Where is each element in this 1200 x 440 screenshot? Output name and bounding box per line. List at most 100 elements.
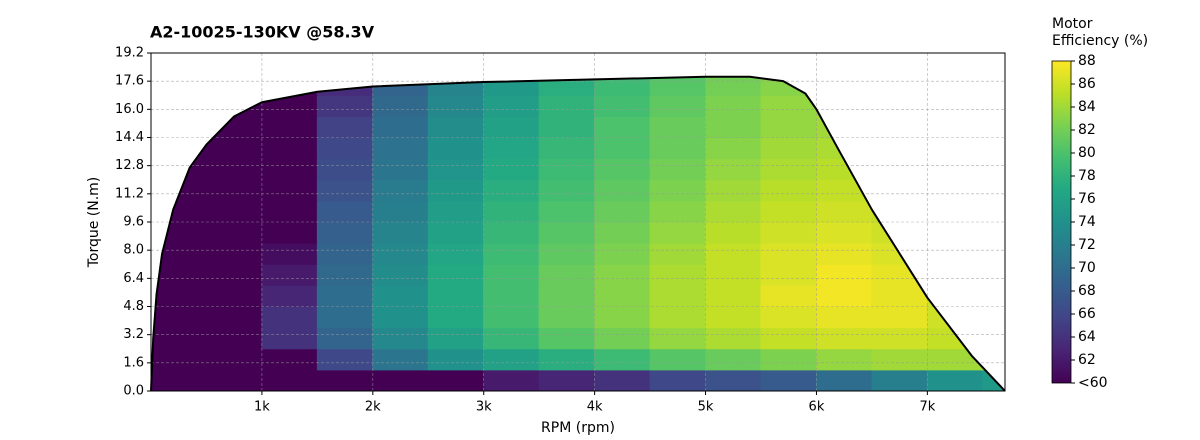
- heat-cell: [372, 263, 429, 286]
- heat-cell: [427, 284, 485, 307]
- heat-cell: [261, 200, 318, 223]
- heat-cell: [316, 348, 374, 371]
- heat-cell: [151, 76, 207, 96]
- heat-cell: [649, 158, 707, 181]
- heat-cell: [427, 369, 485, 391]
- heat-cell: [982, 137, 1005, 160]
- heat-cell: [760, 158, 817, 181]
- heat-cell: [594, 53, 650, 75]
- heat-cell: [427, 200, 485, 223]
- heat-cell: [205, 263, 263, 286]
- heat-cell: [649, 306, 707, 329]
- heat-cell: [705, 179, 762, 202]
- heat-cell: [205, 284, 263, 307]
- heat-cell: [428, 53, 484, 75]
- colorbar-tick-label: 80: [1078, 145, 1096, 161]
- heat-cell: [483, 306, 540, 329]
- heat-cell: [705, 137, 762, 160]
- heat-cell: [649, 137, 707, 160]
- x-tick-label: 3k: [476, 400, 492, 415]
- heat-cell: [538, 200, 596, 223]
- heat-cell: [816, 53, 872, 75]
- colorbar-tick-label: 76: [1078, 191, 1096, 207]
- heat-cell: [705, 263, 762, 286]
- heat-cell: [815, 200, 873, 223]
- heat-cell: [538, 76, 596, 96]
- y-tick-label: 8.0: [123, 243, 144, 258]
- heat-cell: [760, 115, 817, 138]
- colorbar-tick-label: 86: [1078, 76, 1096, 92]
- colorbar-tick-label: 84: [1078, 99, 1096, 115]
- heat-cell: [206, 53, 262, 75]
- heat-cell: [982, 221, 1005, 244]
- heat-cell: [538, 158, 596, 181]
- heat-cell: [926, 158, 984, 181]
- heat-cell: [151, 115, 207, 138]
- x-tick-label: 7k: [919, 400, 935, 415]
- heat-cell: [372, 306, 429, 329]
- heat-cell: [538, 327, 596, 350]
- heat-cell: [151, 327, 207, 350]
- heat-cell: [261, 242, 318, 265]
- heat-cell: [261, 115, 318, 138]
- heat-cell: [594, 306, 651, 329]
- heat-cell: [982, 53, 1038, 75]
- y-tick-label: 3.2: [123, 327, 144, 342]
- heat-cell: [372, 242, 429, 265]
- heat-cell: [261, 221, 318, 244]
- heat-cell: [926, 200, 984, 223]
- heat-cell: [483, 115, 540, 138]
- heat-cell: [483, 327, 540, 350]
- heat-cell: [649, 200, 707, 223]
- heat-cell: [538, 348, 596, 371]
- heat-cell: [871, 369, 928, 391]
- heat-cell: [815, 76, 873, 96]
- y-tick-label: 19.2: [115, 46, 144, 61]
- heat-cell: [538, 221, 596, 244]
- heat-cell: [982, 115, 1005, 138]
- y-tick-label: 0.0: [123, 384, 144, 399]
- heat-cell: [926, 221, 984, 244]
- heat-cell: [205, 115, 263, 138]
- heat-cell: [538, 137, 596, 160]
- heat-cell: [372, 327, 429, 350]
- heat-cell: [705, 158, 762, 181]
- heat-cell: [483, 348, 540, 371]
- heat-cell: [151, 263, 207, 286]
- heat-cell: [261, 179, 318, 202]
- heat-cell: [760, 327, 817, 350]
- heat-cell: [760, 179, 817, 202]
- colorbar-tick-label: 72: [1078, 237, 1096, 253]
- heat-cell: [871, 306, 928, 329]
- heat-cell: [815, 369, 873, 391]
- heat-cell: [372, 94, 429, 117]
- heat-cell: [871, 53, 927, 75]
- heat-cell: [926, 284, 984, 307]
- heat-cell: [815, 327, 873, 350]
- colorbar-tick-label: 66: [1078, 306, 1096, 322]
- colorbar-tick-label: 68: [1078, 283, 1096, 299]
- heat-cell: [483, 158, 540, 181]
- heat-cell: [815, 306, 873, 329]
- colorbar-tick-label: 64: [1078, 329, 1096, 345]
- y-axis-label: Torque (N.m): [86, 177, 102, 269]
- heat-cell: [871, 158, 928, 181]
- heat-cell: [815, 284, 873, 307]
- heat-cell: [205, 221, 263, 244]
- heat-cell: [538, 284, 596, 307]
- heat-cell: [316, 94, 374, 117]
- heat-cell: [649, 327, 707, 350]
- heat-cell: [372, 115, 429, 138]
- chart-title: A2-10025-130KV @58.3V: [150, 23, 375, 42]
- heat-cell: [205, 242, 263, 265]
- heat-cell: [372, 158, 429, 181]
- heat-cell: [316, 284, 374, 307]
- x-tick-label: 1k: [254, 400, 270, 415]
- heat-cell: [649, 221, 707, 244]
- heat-cell: [316, 306, 374, 329]
- heat-cell: [871, 179, 928, 202]
- heat-cell: [538, 115, 596, 138]
- heat-cell: [538, 242, 596, 265]
- heat-cell: [705, 284, 762, 307]
